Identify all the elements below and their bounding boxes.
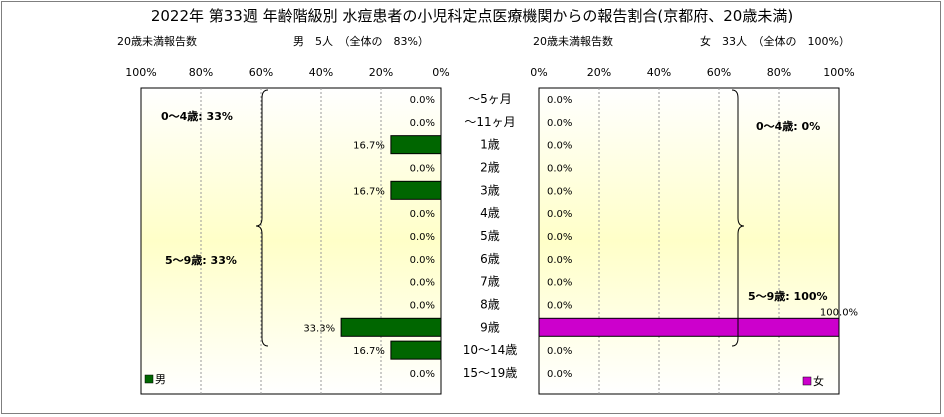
- male-tick-label: 80%: [189, 66, 213, 79]
- male-header-right: 男 5人 （全体の 83%）: [293, 34, 429, 48]
- age-category-label: 6歳: [480, 252, 500, 266]
- female-value-label: 0.0%: [547, 300, 572, 311]
- female-tick-label: 100%: [823, 66, 854, 79]
- female-value-label: 0.0%: [547, 95, 572, 106]
- female-tick-label: 20%: [587, 66, 611, 79]
- age-category-label: 7歳: [480, 275, 500, 289]
- age-category-label: 2歳: [480, 160, 500, 174]
- female-value-label: 100.0%: [820, 307, 858, 318]
- male-bar: [340, 317, 442, 337]
- age-category-label: 8歳: [480, 297, 500, 311]
- female-tick-label: 0%: [530, 66, 547, 79]
- male-value-label: 16.7%: [353, 346, 385, 357]
- male-legend-label: 男: [155, 373, 166, 386]
- female-group-label-5-9: 5～9歳: 100%: [748, 289, 828, 303]
- male-tick-label: 40%: [309, 66, 333, 79]
- female-legend-label: 女: [813, 374, 824, 388]
- female-value-label: 0.0%: [547, 118, 572, 129]
- female-group-brace: [731, 89, 745, 347]
- female-tick-label: 40%: [647, 66, 671, 79]
- chart-title: 2022年 第33週 年齢階級別 水痘患者の小児科定点医療機関からの報告割合(京…: [151, 7, 793, 25]
- female-legend-swatch: [802, 376, 812, 386]
- male-tick-label: 60%: [249, 66, 273, 79]
- female-tick-label: 60%: [707, 66, 731, 79]
- age-category-label: 3歳: [480, 183, 500, 197]
- age-category-label: 10～14歳: [463, 343, 518, 357]
- male-tick-label: 100%: [125, 66, 156, 79]
- male-value-label: 0.0%: [410, 255, 435, 266]
- age-category-label: 5歳: [480, 229, 500, 243]
- male-legend-swatch: [144, 374, 154, 384]
- female-value-label: 0.0%: [547, 278, 572, 289]
- female-value-label: 0.0%: [547, 141, 572, 152]
- female-plot-area: [538, 87, 840, 395]
- male-bar: [390, 340, 442, 360]
- male-tick-label: 20%: [369, 66, 393, 79]
- male-value-label: 0.0%: [410, 209, 435, 220]
- age-category-label: ～5ヶ月: [468, 92, 512, 106]
- male-tick-label: 0%: [432, 66, 449, 79]
- age-category-label: 15～19歳: [463, 366, 518, 380]
- female-value-label: 0.0%: [547, 209, 572, 220]
- male-group-label-5-9: 5～9歳: 33%: [165, 253, 237, 267]
- male-header-left: 20歳未満報告数: [117, 35, 197, 48]
- female-value-label: 0.0%: [547, 163, 572, 174]
- male-value-label: 0.0%: [410, 300, 435, 311]
- male-value-label: 0.0%: [410, 232, 435, 243]
- female-bar: [538, 317, 840, 337]
- male-bar: [390, 180, 442, 200]
- male-group-brace: [255, 89, 269, 347]
- age-category-label: ～11ヶ月: [464, 115, 515, 129]
- male-value-label: 16.7%: [353, 186, 385, 197]
- age-category-label: 4歳: [480, 206, 500, 220]
- male-value-label: 16.7%: [353, 141, 385, 152]
- female-header-right: 女 33人 （全体の 100%）: [700, 34, 850, 48]
- female-value-label: 0.0%: [547, 186, 572, 197]
- female-header-left: 20歳未満報告数: [533, 35, 613, 48]
- female-tick-label: 80%: [767, 66, 791, 79]
- male-bar: [390, 135, 442, 155]
- female-group-label-0-4: 0～4歳: 0%: [756, 119, 820, 133]
- male-value-label: 0.0%: [410, 278, 435, 289]
- age-category-label: 9歳: [480, 320, 500, 334]
- female-value-label: 0.0%: [547, 369, 572, 380]
- male-value-label: 0.0%: [410, 118, 435, 129]
- female-value-label: 0.0%: [547, 255, 572, 266]
- male-value-label: 0.0%: [410, 163, 435, 174]
- female-value-label: 0.0%: [547, 232, 572, 243]
- male-value-label: 33.3%: [303, 323, 335, 334]
- male-group-label-0-4: 0～4歳: 33%: [161, 109, 233, 123]
- female-value-label: 0.0%: [547, 346, 572, 357]
- male-value-label: 0.0%: [410, 95, 435, 106]
- age-category-label: 1歳: [480, 138, 500, 152]
- male-value-label: 0.0%: [410, 369, 435, 380]
